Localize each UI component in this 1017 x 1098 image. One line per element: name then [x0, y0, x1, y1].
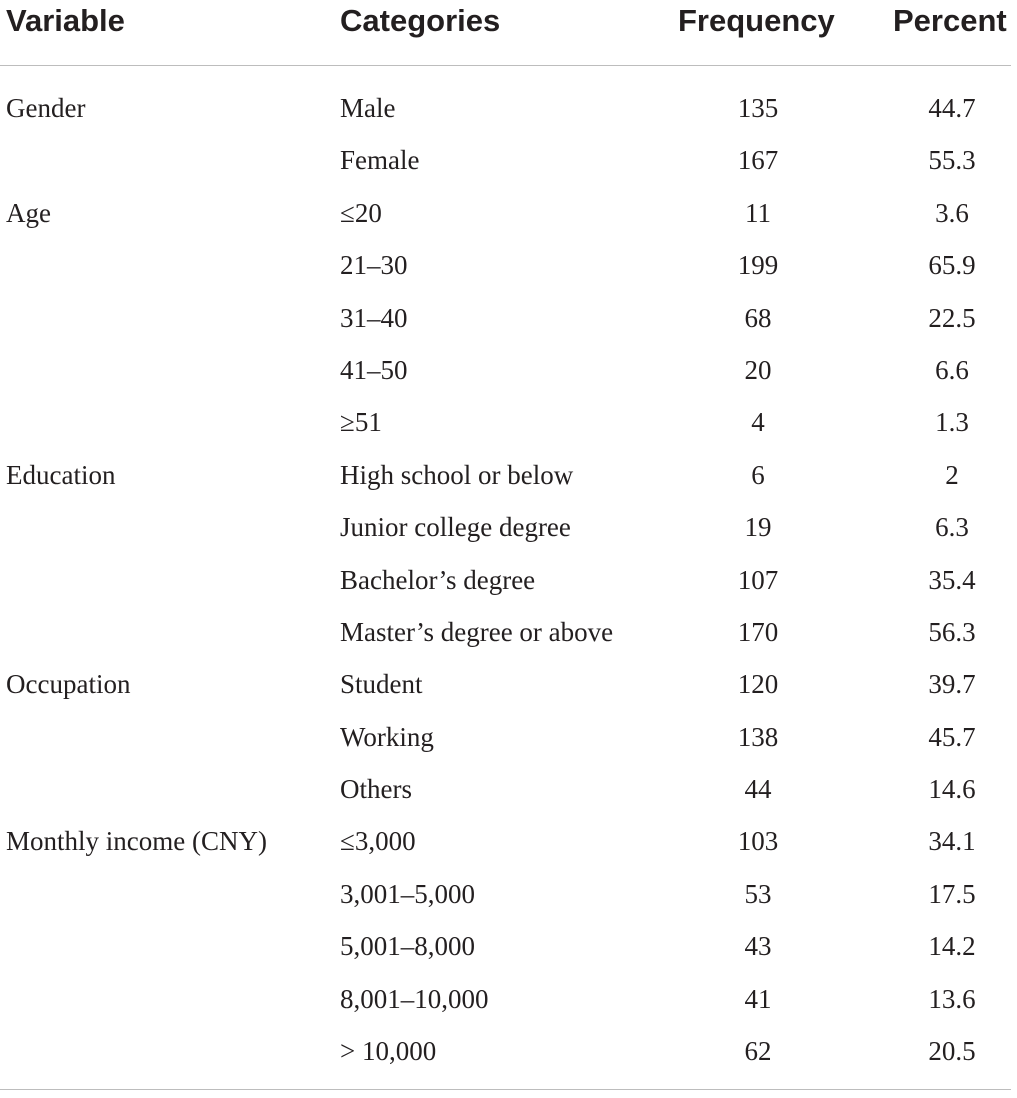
table-row: 41–50 20 6.6	[0, 344, 1017, 396]
cell-frequency: 11	[745, 197, 771, 228]
cell-frequency: 44	[744, 774, 772, 805]
cell-category: Junior college degree	[340, 512, 571, 543]
cell-percent: 3.6	[935, 197, 969, 228]
table-row: Monthly income (CNY) ≤3,000 103 34.1	[0, 815, 1017, 867]
cell-percent: 20.5	[928, 1036, 976, 1067]
cell-category: Female	[340, 145, 420, 176]
table-row: 3,001–5,000 53 17.5	[0, 868, 1017, 920]
header-categories: Categories	[340, 3, 501, 38]
table-row: Master’s degree or above 170 56.3	[0, 606, 1017, 658]
table-row: Occupation Student 120 39.7	[0, 658, 1017, 710]
cell-percent: 14.2	[928, 931, 976, 962]
table-row: Bachelor’s degree 107 35.4	[0, 554, 1017, 606]
cell-frequency: 135	[737, 93, 779, 123]
cell-category: High school or below	[340, 459, 574, 490]
cell-percent: 55.3	[928, 145, 976, 176]
cell-category: ≤3,000	[340, 826, 416, 857]
cell-percent: 39.7	[928, 669, 976, 700]
cell-percent: 35.4	[928, 564, 976, 595]
cell-frequency: 62	[744, 1036, 772, 1067]
table-row: > 10,000 62 20.5	[0, 1025, 1017, 1077]
table-row: Junior college degree 19 6.3	[0, 501, 1017, 553]
table-row: 21–30 199 65.9	[0, 239, 1017, 291]
cell-category: Master’s degree or above	[340, 616, 614, 647]
table-row: Gender Male 135 44.7	[0, 82, 1017, 134]
cell-percent: 6.6	[935, 354, 969, 385]
header-frequency: Frequency	[678, 3, 835, 38]
cell-frequency: 167	[737, 145, 779, 176]
cell-category: 5,001–8,000	[340, 931, 475, 962]
cell-percent: 2	[945, 459, 959, 490]
cell-percent: 1.3	[935, 407, 969, 438]
cell-percent: 45.7	[928, 721, 976, 752]
table-row: Working 138 45.7	[0, 711, 1017, 763]
cell-category: 31–40	[340, 302, 408, 333]
header-variable: Variable	[6, 3, 125, 38]
cell-frequency: 138	[737, 721, 779, 752]
header-percent: Percent	[893, 3, 1007, 38]
cell-category: Others	[340, 774, 412, 805]
cell-frequency: 103	[737, 826, 779, 857]
cell-frequency: 6	[751, 459, 765, 490]
cell-category: 21–30	[340, 250, 408, 281]
cell-category: > 10,000	[340, 1036, 437, 1067]
cell-category: ≤20	[340, 197, 382, 228]
bottom-rule	[0, 1089, 1011, 1090]
cell-category: 8,001–10,000	[340, 983, 489, 1014]
cell-frequency: 20	[744, 354, 772, 385]
cell-frequency: 199	[737, 250, 779, 281]
cell-variable: Age	[6, 197, 51, 228]
cell-category: Male	[340, 93, 396, 123]
table-row: 5,001–8,000 43 14.2	[0, 920, 1017, 972]
cell-category: ≥51	[340, 407, 382, 438]
cell-percent: 6.3	[935, 512, 969, 543]
table-row: 31–40 68 22.5	[0, 292, 1017, 344]
cell-variable: Education	[6, 459, 116, 490]
table-row: Age ≤20 11 3.6	[0, 187, 1017, 239]
cell-percent: 44.7	[928, 93, 976, 123]
cell-category: Bachelor’s degree	[340, 564, 536, 595]
cell-frequency: 170	[737, 616, 779, 647]
table-header: Variable Categories Frequency Percent	[0, 0, 1017, 46]
cell-frequency: 4	[751, 407, 765, 438]
cell-percent: 13.6	[928, 983, 976, 1014]
cell-frequency: 19	[744, 512, 772, 543]
cell-percent: 14.6	[928, 774, 976, 805]
cell-frequency: 53	[744, 878, 772, 909]
table-body: Gender Male 135 44.7 Female 167 55.3 Age ≤20 11 3.…	[0, 82, 1017, 1077]
header-rule	[0, 65, 1011, 66]
cell-frequency: 41	[744, 983, 772, 1014]
cell-percent: 22.5	[928, 302, 976, 333]
table-row: ≥51 4 1.3	[0, 396, 1017, 448]
cell-percent: 17.5	[928, 878, 976, 909]
cell-frequency: 120	[737, 669, 779, 700]
cell-variable: Monthly income (CNY)	[6, 826, 267, 857]
cell-percent: 56.3	[928, 616, 976, 647]
cell-category: Working	[340, 721, 434, 752]
cell-category: 41–50	[340, 354, 408, 385]
table-row: Education High school or below 6 2	[0, 449, 1017, 501]
cell-percent: 34.1	[928, 826, 976, 857]
cell-variable: Gender	[6, 93, 86, 123]
cell-variable: Occupation	[6, 669, 131, 700]
table-row: Others 44 14.6	[0, 763, 1017, 815]
cell-percent: 65.9	[928, 250, 976, 281]
cell-category: Student	[340, 669, 423, 700]
cell-frequency: 107	[737, 564, 779, 595]
table-row: 8,001–10,000 41 13.6	[0, 973, 1017, 1025]
table-row: Female 167 55.3	[0, 134, 1017, 186]
cell-category: 3,001–5,000	[340, 878, 475, 909]
cell-frequency: 68	[744, 302, 772, 333]
cell-frequency: 43	[744, 931, 772, 962]
